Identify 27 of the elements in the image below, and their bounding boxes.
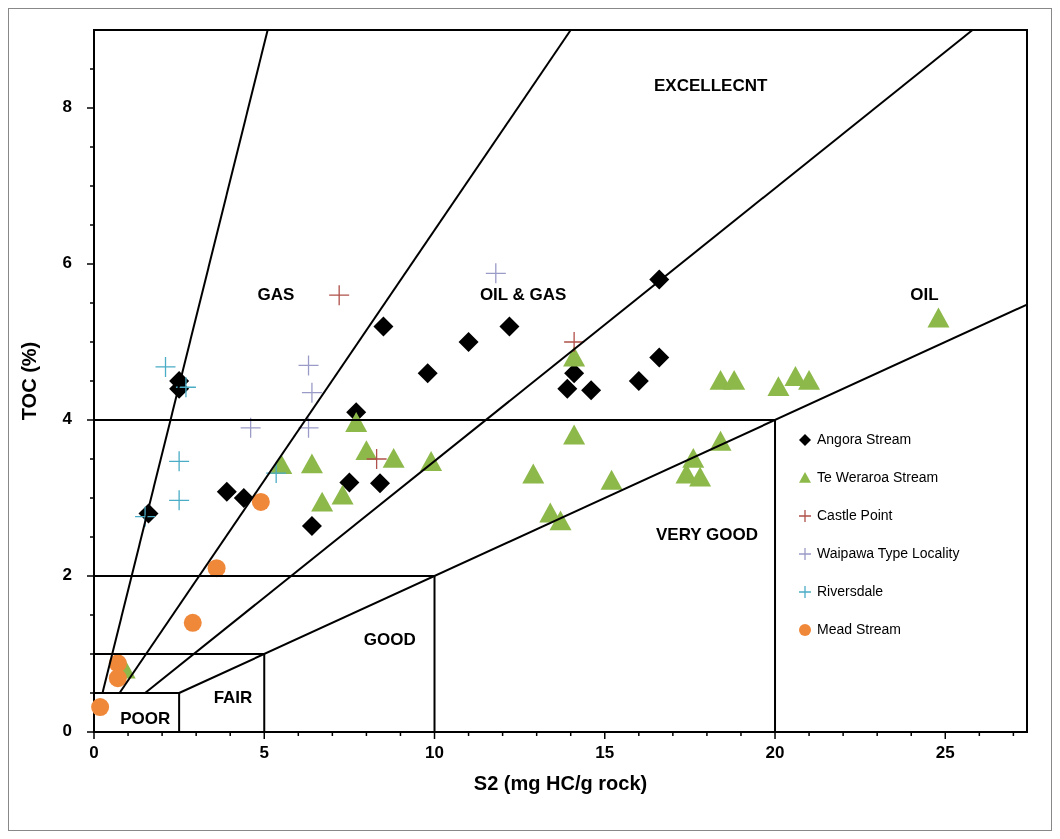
annotation: FAIR	[213, 688, 253, 708]
legend-label: Angora Stream	[817, 430, 912, 447]
legend-label: Waipawa Type Locality	[817, 544, 960, 561]
x-tick-label: 0	[89, 743, 99, 762]
x-axis-title: S2 (mg HC/g rock)	[473, 772, 648, 794]
annotation: EXCELLECNT	[654, 75, 768, 95]
y-tick-label: 0	[62, 721, 72, 741]
legend-label: Riversdale	[817, 582, 884, 599]
x-tick-label: 10	[425, 743, 444, 762]
legend-label: Te Weraroa Stream	[817, 468, 939, 485]
annotation: GAS	[257, 284, 295, 304]
y-tick-label: 4	[62, 409, 73, 429]
legend-label: Mead Stream	[817, 620, 902, 637]
x-tick-label: 20	[765, 743, 785, 762]
x-tick-label: 5	[259, 743, 269, 762]
y-tick-label: 8	[62, 97, 72, 117]
annotation: GOOD	[363, 629, 416, 649]
annotation: OIL	[910, 284, 939, 304]
x-tick-label: 25	[935, 743, 955, 762]
y-tick-label: 6	[62, 253, 72, 273]
annotation: POOR	[120, 708, 171, 728]
legend-label: Castle Point	[817, 506, 893, 523]
x-tick-label: 15	[595, 743, 615, 762]
y-tick-label: 2	[62, 565, 72, 585]
annotation: VERY GOOD	[655, 524, 758, 544]
annotation: OIL & GAS	[479, 284, 567, 304]
y-axis-title: TOC (%)	[18, 341, 40, 421]
